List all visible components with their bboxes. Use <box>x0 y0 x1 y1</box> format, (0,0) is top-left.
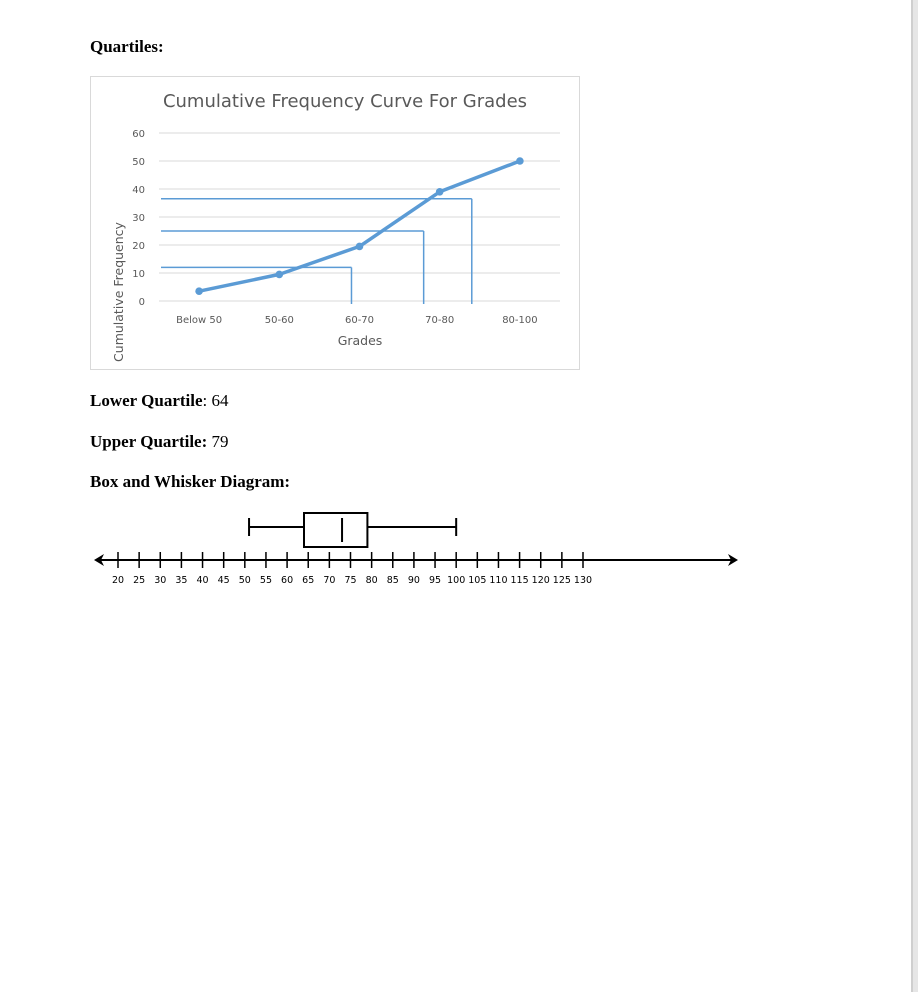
scrollbar[interactable] <box>911 0 918 992</box>
data-point <box>195 287 203 295</box>
data-point <box>516 157 524 165</box>
tick-label: 120 <box>532 575 550 586</box>
chart-border <box>90 76 580 370</box>
box-whisker-heading: Box and Whisker Diagram: <box>90 472 291 491</box>
tick-label: 80 <box>366 575 378 586</box>
lower-quartile-value: : 64 <box>202 391 229 410</box>
x-tick-label: 50-60 <box>265 315 294 326</box>
x-tick-label: 70-80 <box>425 315 454 326</box>
tick-label: 25 <box>133 575 145 586</box>
y-tick-label: 0 <box>139 297 145 308</box>
tick-label: 45 <box>218 575 230 586</box>
y-tick-label: 50 <box>132 157 145 168</box>
tick-label: 65 <box>302 575 314 586</box>
right-arrow-icon <box>728 554 738 566</box>
tick-label: 30 <box>154 575 166 586</box>
y-tick-label: 10 <box>132 269 145 280</box>
tick-label: 90 <box>408 575 420 586</box>
tick-label: 35 <box>175 575 187 586</box>
tick-label: 75 <box>344 575 356 586</box>
upper-quartile-label: Upper Quartile: <box>90 432 208 451</box>
y-tick-label: 60 <box>132 129 145 140</box>
upper-quartile-value: 79 <box>207 432 229 451</box>
tick-label: 85 <box>387 575 399 586</box>
upper-quartile-line: Upper Quartile: 79 <box>90 432 229 452</box>
lower-quartile-label: Lower Quartile <box>90 391 203 410</box>
tick-label: 20 <box>112 575 124 586</box>
quartiles-heading: Quartiles: <box>90 37 164 56</box>
y-axis-label: Cumulative Frequency <box>111 221 126 361</box>
tick-label: 125 <box>553 575 571 586</box>
tick-label: 110 <box>489 575 507 586</box>
tick-label: 55 <box>260 575 272 586</box>
cumulative-frequency-chart: Cumulative Frequency Curve For Grades Cu… <box>90 76 580 370</box>
x-axis-label: Grades <box>338 333 383 348</box>
tick-label: 95 <box>429 575 441 586</box>
tick-label: 60 <box>281 575 293 586</box>
lower-quartile-line: Lower Quartile: 64 <box>90 391 229 411</box>
x-tick-label: 80-100 <box>502 315 537 326</box>
tick-label: 115 <box>511 575 529 586</box>
y-tick-label: 30 <box>132 213 145 224</box>
tick-label: 130 <box>574 575 592 586</box>
tick-label: 105 <box>468 575 486 586</box>
data-point <box>355 242 364 251</box>
box-whisker-diagram: 20 25 30 35 40 45 50 55 60 65 70 75 80 85 90 95 100 105 11… <box>94 512 738 586</box>
chart-title: Cumulative Frequency Curve For Grades <box>163 91 527 112</box>
box <box>303 512 369 548</box>
x-tick-label: Below 50 <box>176 315 222 326</box>
tick-label: 100 <box>447 575 465 586</box>
data-point <box>275 270 284 279</box>
tick-label: 50 <box>239 575 251 586</box>
data-point <box>435 188 444 196</box>
y-tick-label: 40 <box>132 185 145 196</box>
y-tick-label: 20 <box>132 241 145 252</box>
x-tick-label: 60-70 <box>345 315 374 326</box>
left-arrow-icon <box>94 554 104 566</box>
tick-label: 70 <box>323 575 335 586</box>
tick-label: 40 <box>196 575 208 586</box>
